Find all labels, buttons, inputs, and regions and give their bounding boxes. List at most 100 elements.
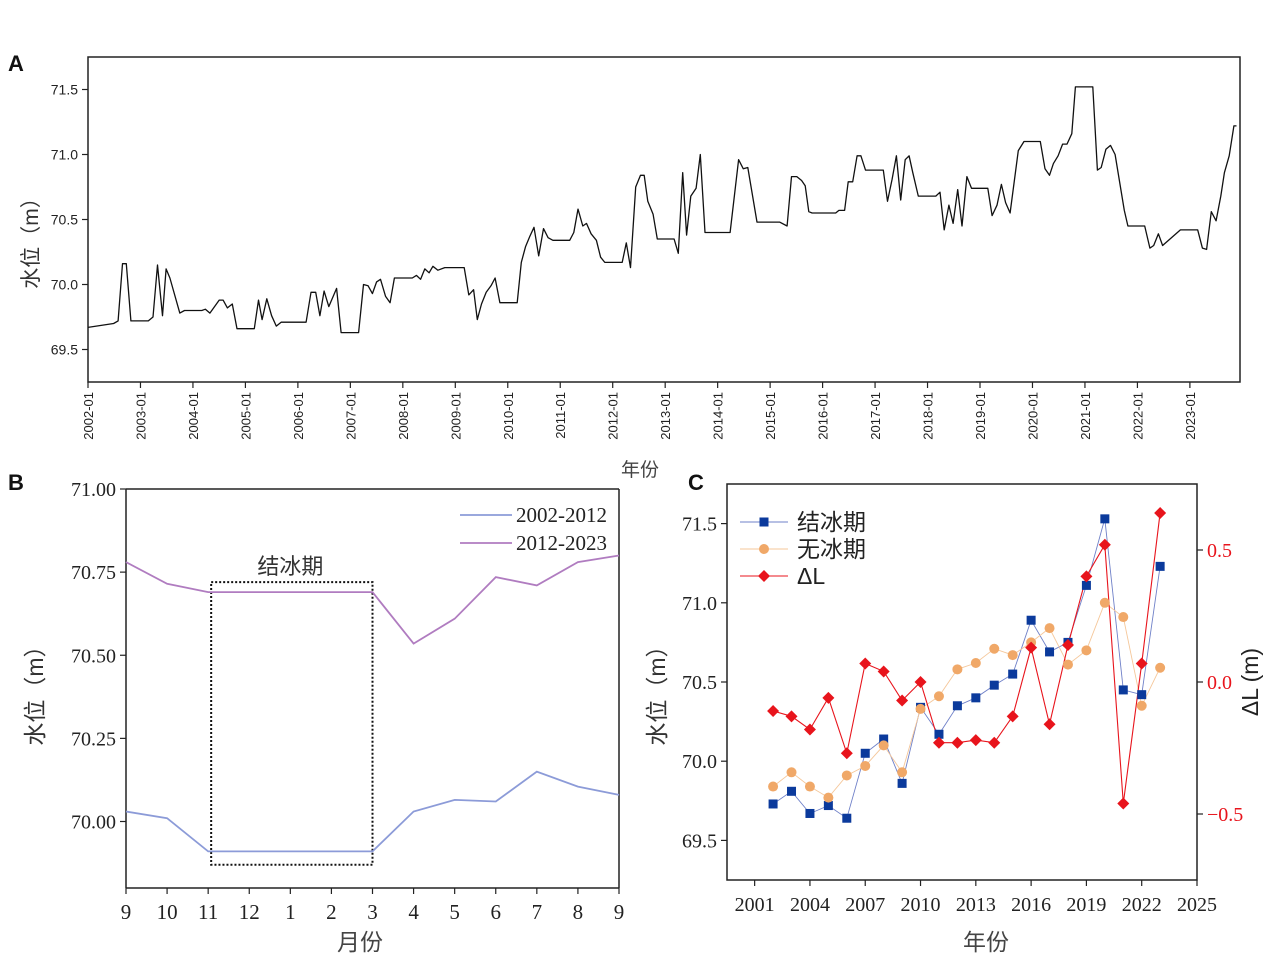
data-point-diamond [803, 723, 816, 736]
y-tick-label: 71.5 [682, 514, 717, 536]
x-tick-label: 2013 [956, 894, 996, 916]
data-point-circle [1155, 662, 1166, 673]
x-tick-label: 2008-01 [396, 392, 411, 440]
data-point-circle [786, 767, 797, 778]
y-axis-label: 水位（m） [22, 634, 48, 745]
data-point-circle [915, 703, 926, 714]
data-point-square [823, 801, 833, 811]
x-tick-label: 7 [532, 900, 543, 924]
legend-label: 2012-2023 [516, 531, 607, 555]
x-tick-label: 2002-01 [81, 392, 96, 440]
data-point-square [1100, 514, 1110, 524]
data-point-diamond [1006, 710, 1019, 723]
data-point-diamond [840, 747, 853, 760]
y-tick-label: 70.75 [71, 562, 116, 584]
series-line-结冰期 [772, 518, 1161, 819]
panel-a-chart: 69.5 70.0 70.5 71.0 71.5 2002-01 2003-01 2004-0… [20, 56, 1241, 481]
data-point-circle [897, 767, 908, 778]
data-point-square [1137, 690, 1147, 700]
data-point-diamond [1080, 570, 1093, 583]
data-point-square [989, 680, 999, 690]
x-tick-label: 2018-01 [921, 392, 936, 440]
data-point-diamond [785, 710, 798, 723]
data-point-circle [804, 781, 815, 792]
data-point-diamond [1043, 718, 1056, 731]
x-tick-label: 2005-01 [238, 392, 253, 440]
x-tick-label: 2007-01 [343, 392, 358, 440]
y-tick-label: 69.5 [51, 342, 78, 358]
x-tick-label: 2014-01 [711, 392, 726, 440]
data-point-circle [841, 770, 852, 781]
series-line-无冰期 [772, 602, 1161, 799]
series-line-ΔL [772, 512, 1161, 804]
data-point-square [1026, 615, 1036, 625]
series-line-2012-2023 [125, 554, 620, 645]
data-point-diamond [1025, 641, 1038, 654]
data-point-square [879, 734, 889, 744]
panel-label-a: A [8, 51, 24, 76]
right-y-axis-label: ΔL (m) [1237, 648, 1263, 716]
x-tick-label: 3 [367, 900, 378, 924]
data-point-diamond [822, 691, 835, 704]
x-tick-label: 2016-01 [816, 392, 831, 440]
data-point-diamond [1154, 507, 1167, 520]
data-point-diamond [969, 734, 982, 747]
x-axis-label: 年份 [963, 929, 1009, 955]
right-y-tick-label: 0.0 [1207, 672, 1232, 694]
x-tick-label: 2016 [1011, 894, 1051, 916]
x-tick-label: 2012-01 [606, 392, 621, 440]
right-y-tick-label: −0.5 [1207, 804, 1243, 826]
data-point-circle [933, 691, 944, 702]
x-tick-label: 2001 [735, 894, 775, 916]
y-tick-label: 70.50 [71, 645, 116, 667]
data-point-square [1081, 580, 1091, 590]
water-level-line [87, 86, 1237, 334]
data-point-square [787, 786, 797, 796]
data-point-square [1045, 647, 1055, 657]
y-tick-label: 71.00 [71, 479, 116, 501]
data-point-circle [970, 657, 981, 668]
x-tick-label: 2011-01 [553, 392, 568, 439]
x-tick-label: 9 [121, 900, 132, 924]
data-point-diamond [1135, 657, 1148, 670]
data-point-circle [1081, 645, 1092, 656]
freezing-period-label: 结冰期 [257, 554, 323, 579]
x-tick-label: 2004-01 [186, 392, 201, 440]
y-tick-label: 70.5 [682, 672, 717, 694]
x-tick-label: 12 [239, 900, 260, 924]
y-tick-label: 70.0 [682, 751, 717, 773]
x-tick-label: 4 [408, 900, 419, 924]
y-tick-label: 71.0 [682, 593, 717, 615]
legend-label: ΔL [797, 563, 825, 589]
y-axis-label: 水位（m） [20, 187, 43, 289]
data-point-square [805, 808, 815, 818]
panel-label-c: C [688, 470, 704, 495]
x-tick-label: 2022 [1122, 894, 1162, 916]
data-point-diamond [896, 694, 909, 707]
data-point-circle [989, 643, 1000, 654]
x-axis-label: 月份 [337, 929, 383, 955]
legend-marker [759, 544, 769, 554]
legend-marker [759, 517, 769, 527]
data-point-circle [1007, 650, 1018, 661]
legend-marker [758, 570, 770, 582]
y-tick-label: 70.5 [51, 212, 78, 228]
x-tick-label: 2007 [845, 894, 885, 916]
x-tick-label: 8 [573, 900, 584, 924]
legend-label: 2002-2012 [516, 503, 607, 527]
x-tick-label: 2020-01 [1025, 392, 1040, 440]
data-point-diamond [767, 705, 780, 718]
freezing-period-box [210, 581, 374, 866]
x-tick-label: 2025 [1177, 894, 1217, 916]
x-tick-label: 2015-01 [763, 392, 778, 440]
data-point-diamond [1117, 797, 1130, 810]
x-tick-label: 2019-01 [973, 392, 988, 440]
data-point-square [1118, 685, 1128, 695]
data-point-square [768, 799, 778, 809]
data-point-circle [768, 781, 779, 792]
x-axis-label: 年份 [621, 459, 659, 481]
data-point-circle [1044, 623, 1055, 634]
data-point-square [860, 748, 870, 758]
data-point-square [952, 701, 962, 711]
